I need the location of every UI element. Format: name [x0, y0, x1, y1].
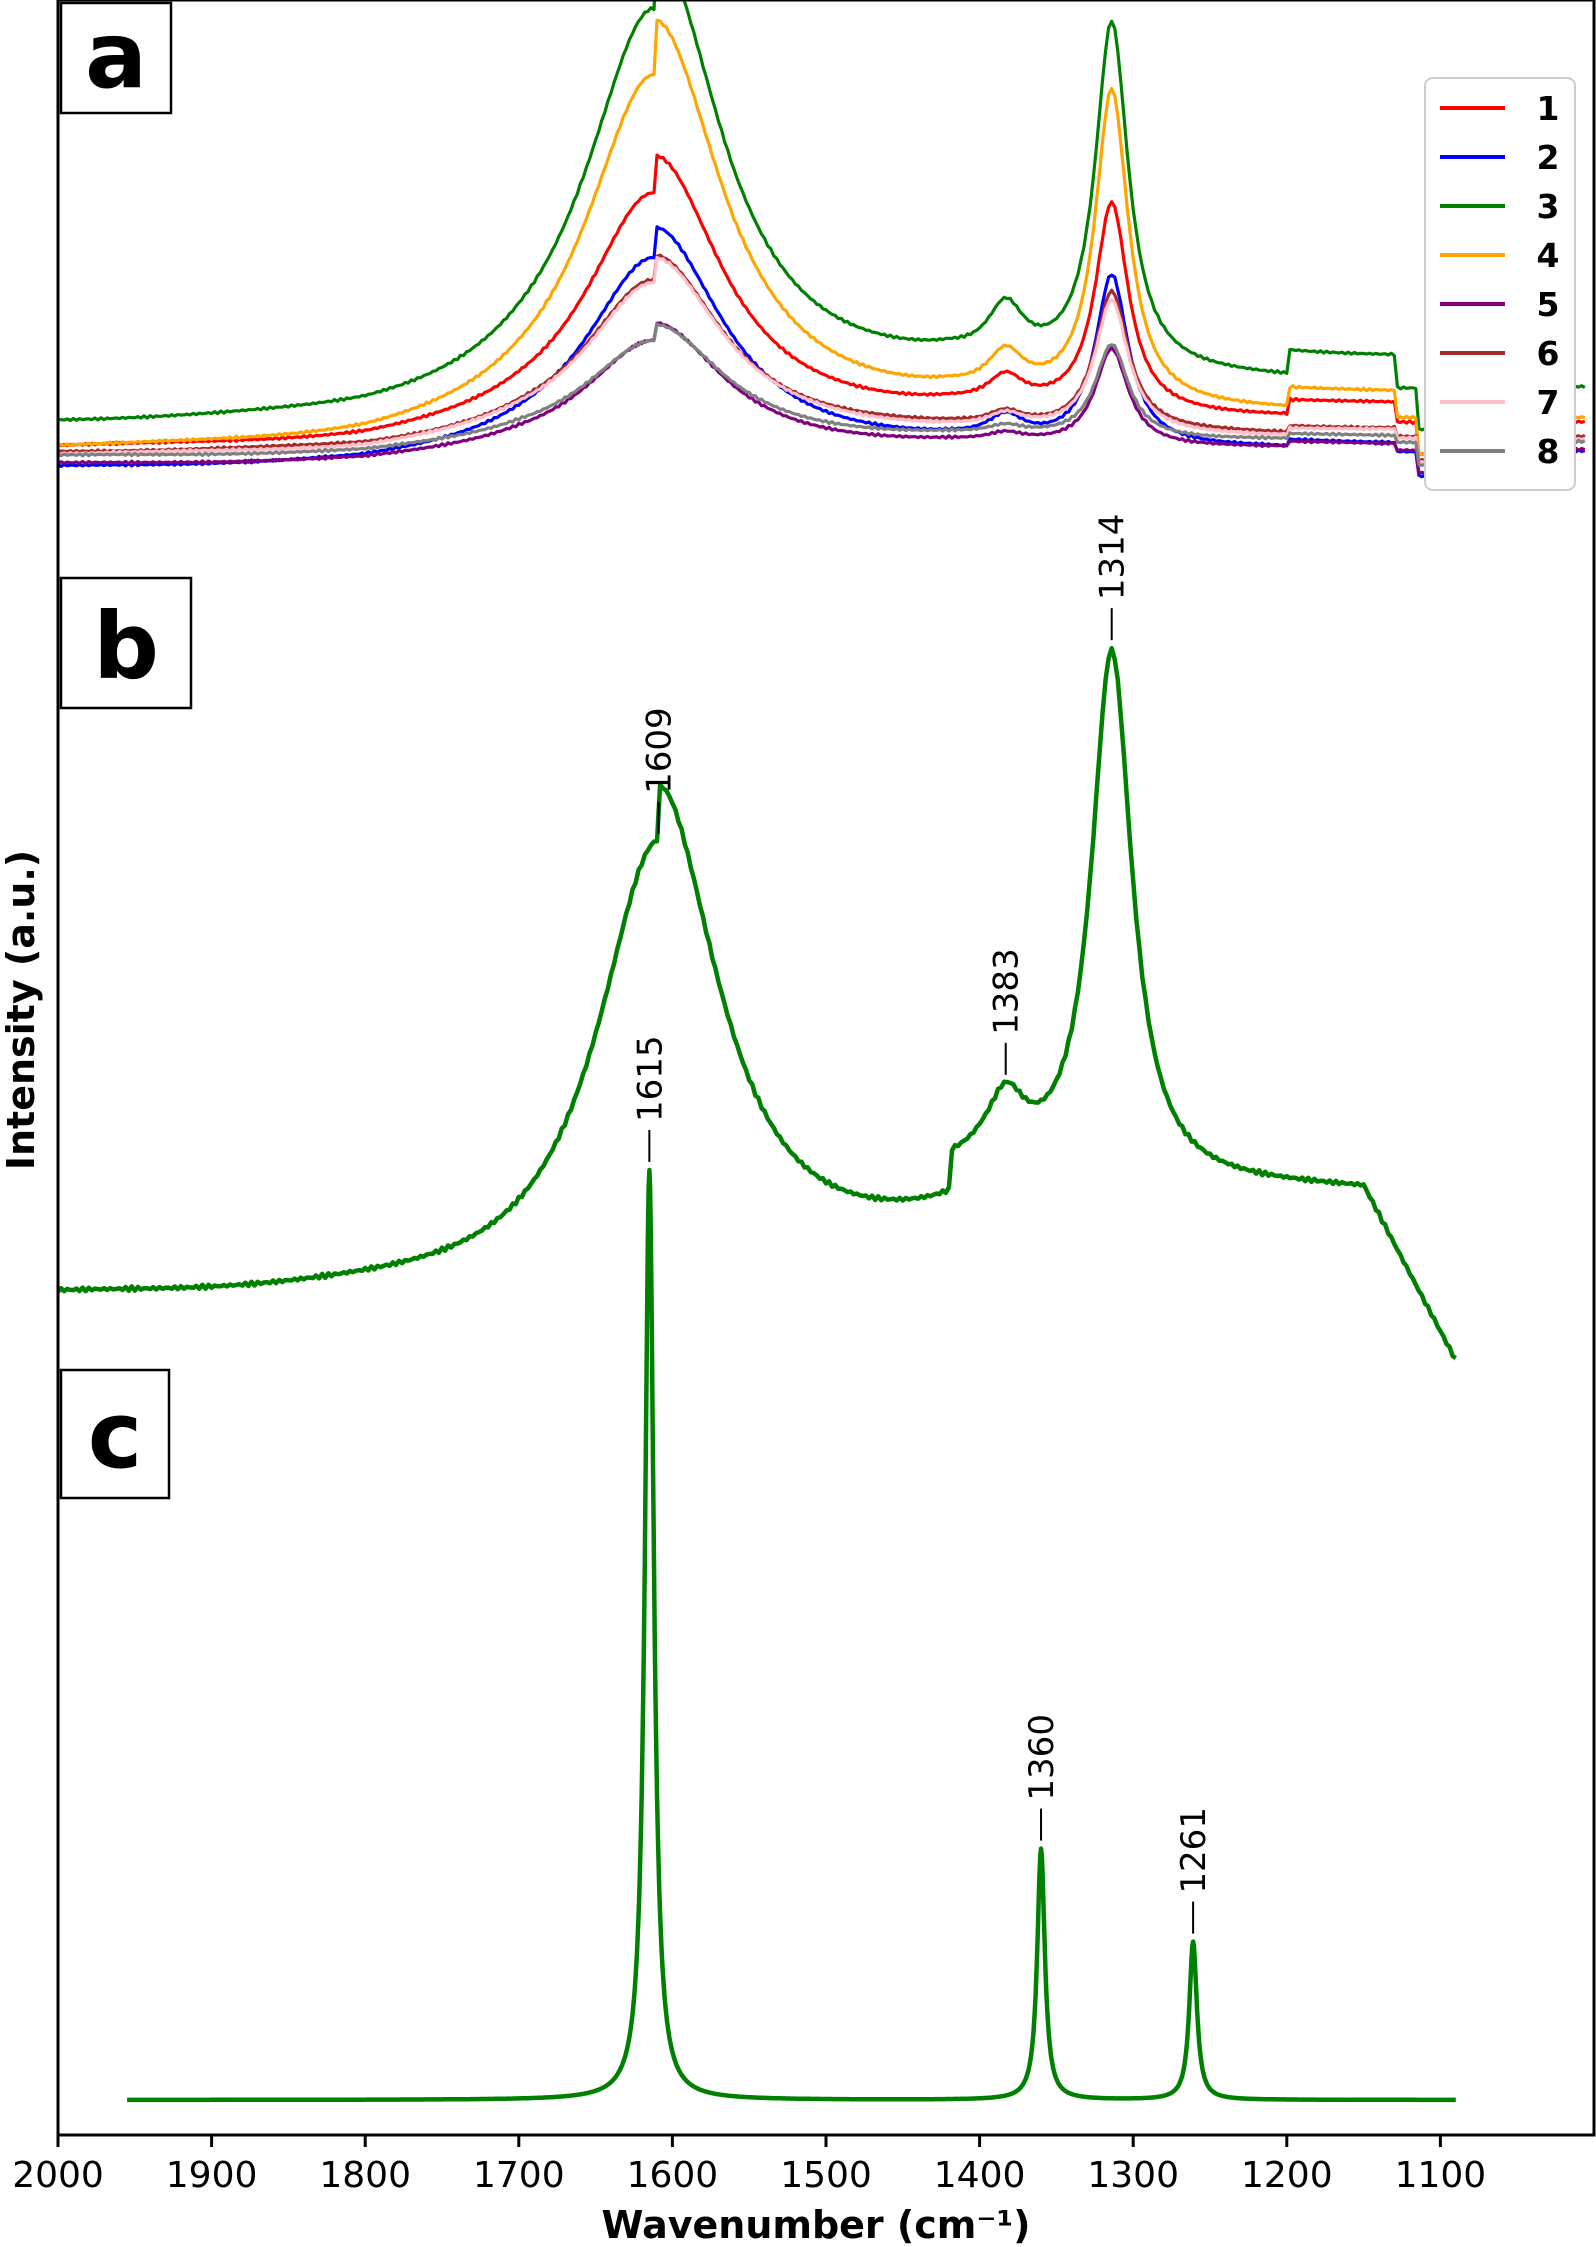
peak-label-b-1383: 1383 — [987, 948, 1027, 1035]
legend-label-2: 2 — [1537, 138, 1560, 177]
spectra-layer — [56, 0, 1586, 2103]
panel-label-b-box: b — [59, 576, 193, 710]
x-tick-label-1700: 1700 — [473, 2155, 565, 2196]
y-axis-title: Intensity (a.u.) — [0, 850, 43, 1170]
legend-label-3: 3 — [1537, 187, 1560, 226]
series-line-5 — [57, 321, 1586, 476]
series-line-8 — [57, 322, 1586, 467]
legend-label-8: 8 — [1537, 432, 1560, 471]
peak-label-c-1261: 1261 — [1174, 1807, 1214, 1894]
x-axis-title: Wavenumber (cm⁻¹) — [602, 2203, 1031, 2247]
panel-label-a: a — [85, 2, 147, 109]
panel-label-a-box: a — [59, 1, 173, 115]
peak-label-b-1609: 1609 — [640, 707, 680, 794]
series-line-6 — [57, 253, 1586, 463]
panel-label-c-box: c — [59, 1368, 171, 1500]
peak-label-c-1360: 1360 — [1022, 1714, 1062, 1801]
series-line-7 — [57, 255, 1586, 465]
legend-label-1: 1 — [1537, 89, 1560, 128]
x-tick-label-1600: 1600 — [627, 2155, 719, 2196]
peak-label-b-1314: 1314 — [1093, 514, 1133, 601]
panel-label-b: b — [93, 593, 159, 700]
x-tick-label-1900: 1900 — [166, 2155, 258, 2196]
x-tick-label-1200: 1200 — [1241, 2155, 1333, 2196]
x-tick-label-1100: 1100 — [1395, 2155, 1487, 2196]
series-line-3 — [57, 0, 1586, 432]
x-tick-label-1500: 1500 — [780, 2155, 872, 2196]
legend: 1 2 3 4 5 6 7 8 — [1424, 77, 1576, 491]
legend-label-7: 7 — [1537, 383, 1560, 422]
panel-b-spectrum — [56, 645, 1457, 1361]
legend-label-4: 4 — [1537, 236, 1560, 275]
x-axis: 2000 1900 1800 1700 1600 1500 1400 1300 1200 1100 — [12, 2135, 1486, 2196]
peak-label-c-1615: 1615 — [630, 1035, 670, 1122]
legend-box — [1424, 77, 1576, 491]
series-line-1 — [57, 153, 1586, 457]
legend-label-6: 6 — [1537, 334, 1560, 373]
legend-label-5: 5 — [1537, 285, 1560, 324]
series-line-4 — [57, 18, 1586, 457]
x-tick-label-1800: 1800 — [319, 2155, 411, 2196]
peak-annotations: 1609 1383 1314 1615 1360 1261 — [630, 514, 1214, 1934]
x-tick-label-1400: 1400 — [934, 2155, 1026, 2196]
x-tick-label-2000: 2000 — [12, 2155, 104, 2196]
panel-c-spectrum — [125, 1167, 1458, 2103]
panel-label-c: c — [88, 1382, 143, 1489]
x-tick-label-1300: 1300 — [1087, 2155, 1179, 2196]
